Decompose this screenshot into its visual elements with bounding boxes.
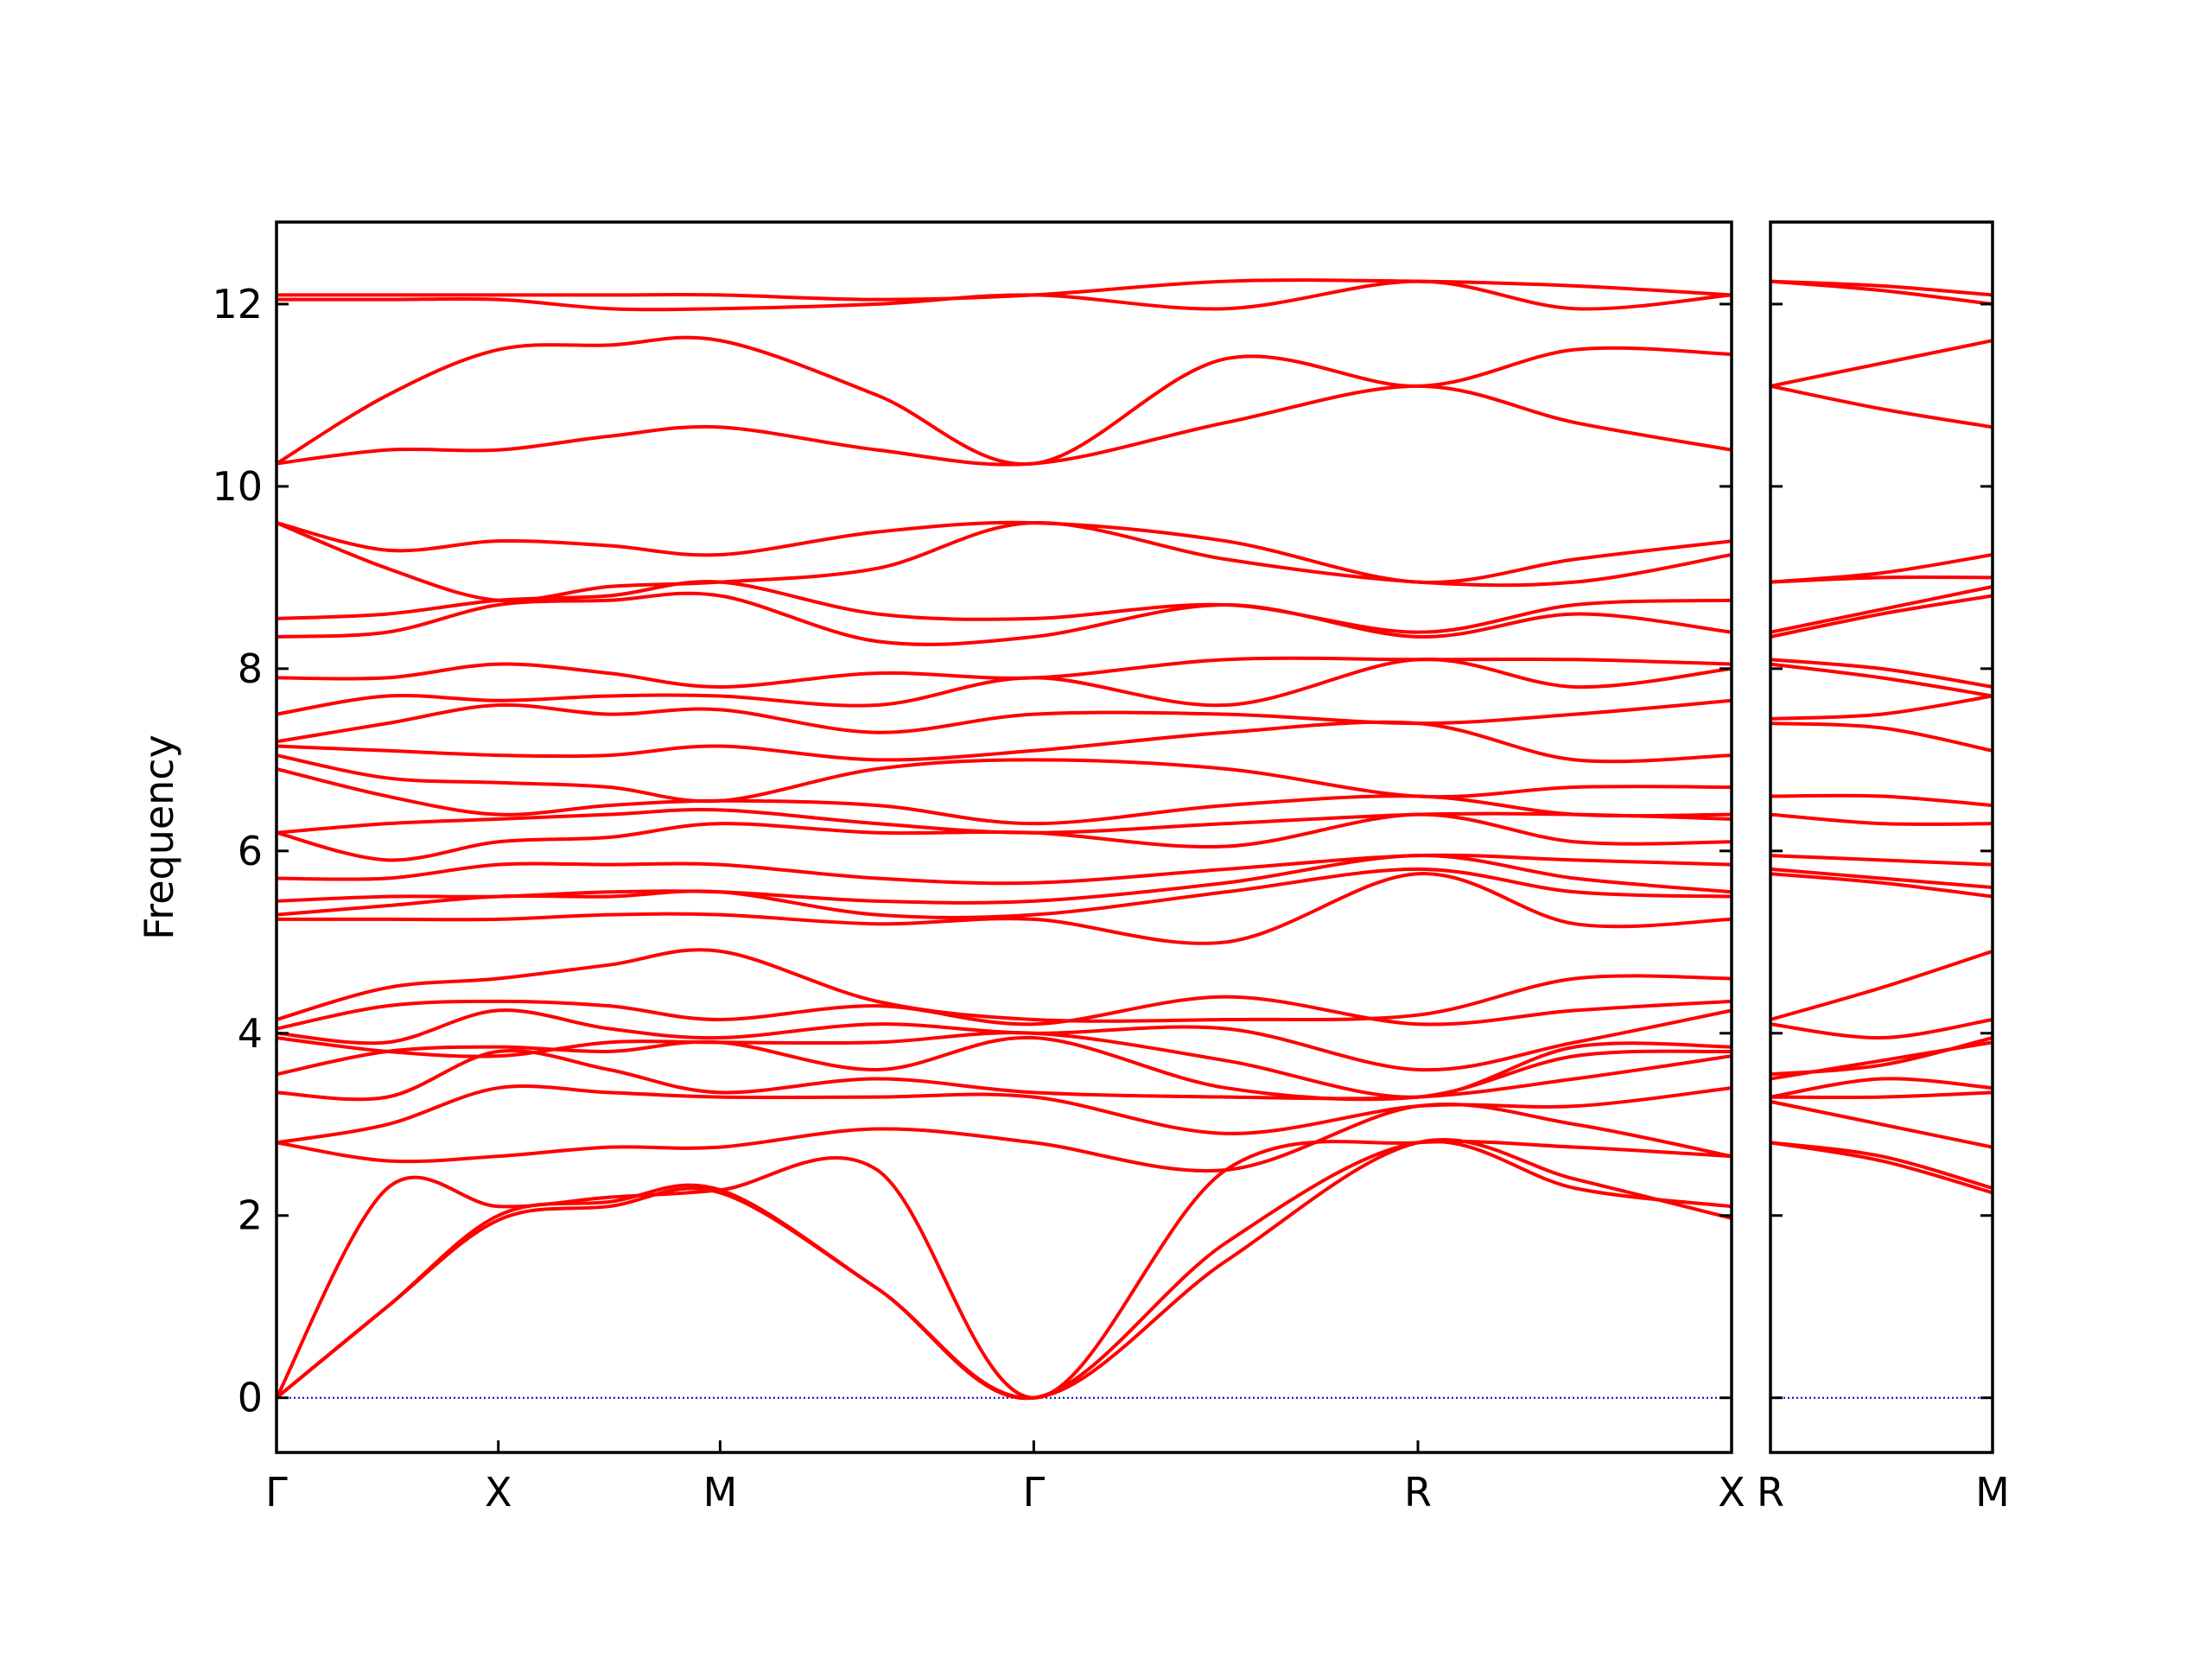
band-line [276,720,1732,764]
band-line [1770,721,1993,753]
band-line [276,278,1732,302]
x-tick-label: Γ [1023,1469,1046,1516]
band-line [276,1008,1732,1072]
axes-frame [275,220,1733,1454]
band-line [276,520,1732,585]
band-line [276,1084,1732,1145]
band-line [1770,1077,1993,1099]
band-line [276,658,1732,716]
band-line [276,854,1732,905]
band-line [276,521,1732,603]
band-line [276,1137,1732,1400]
band-line [1770,584,1993,634]
band-line [1770,694,1993,721]
band-line [1770,1090,1993,1100]
band-line [1770,949,1993,1021]
band-line [1770,854,1993,867]
plot-area [276,278,1732,1401]
plot-area [1770,279,1993,1399]
y-axis-label: Frequency [136,734,182,940]
band-line [276,698,1732,744]
band-line [276,1139,1732,1400]
band-line [276,656,1732,689]
band-line [276,948,1732,1023]
band-line [1770,1036,1993,1077]
band-line [1770,662,1993,698]
y-tick-label: 12 [212,281,263,327]
y-tick-label: 4 [238,1010,263,1057]
band-line [1770,1141,1993,1195]
band-line [276,580,1732,634]
band-line [276,867,1732,919]
band-line [1770,1040,1993,1081]
axes-frame [1769,220,1994,1454]
band-line [1770,793,1993,808]
band-line [1770,867,1993,890]
band-line [1770,594,1993,639]
band-line [1770,279,1993,297]
x-tick-label: X [1718,1469,1745,1516]
x-tick-label: X [485,1469,512,1516]
band-line [276,1031,1732,1099]
band-line [276,766,1732,826]
band-line [1770,658,1993,689]
x-tick-label: Γ [265,1469,288,1516]
band-line [276,853,1732,886]
y-tick-label: 6 [238,828,263,874]
band-line [1770,339,1993,388]
band-line [276,995,1732,1031]
band-line [1770,553,1993,584]
band-line [276,335,1732,467]
band-line [1770,384,1993,429]
band-line [276,808,1732,835]
x-tick-label: R [1757,1469,1784,1516]
x-tick-label: M [703,1469,738,1516]
band-line [1770,812,1993,826]
x-tick-label: M [1975,1469,2010,1516]
y-tick-label: 8 [238,645,263,692]
band-line [1770,1099,1993,1149]
band-line [276,753,1732,804]
band-line [1770,1017,1993,1040]
band-line [276,591,1732,646]
band-line [276,1140,1732,1401]
band-line [276,384,1732,467]
band-line [1770,872,1993,899]
band-line [276,1103,1732,1173]
x-tick-label: R [1404,1469,1432,1516]
y-tick-label: 0 [238,1375,263,1421]
y-tick-label: 10 [212,463,263,510]
band-line [276,872,1732,945]
y-tick-label: 2 [238,1192,263,1239]
band-line [276,812,1732,862]
band-line [1770,1141,1993,1191]
